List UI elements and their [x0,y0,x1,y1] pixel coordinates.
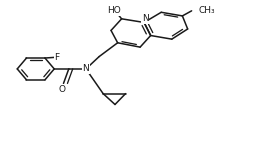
Text: CH₃: CH₃ [198,6,215,15]
Text: N: N [142,14,149,23]
Text: N: N [83,64,89,73]
Text: F: F [54,53,60,62]
Text: HO: HO [107,6,121,15]
Text: O: O [59,85,66,94]
